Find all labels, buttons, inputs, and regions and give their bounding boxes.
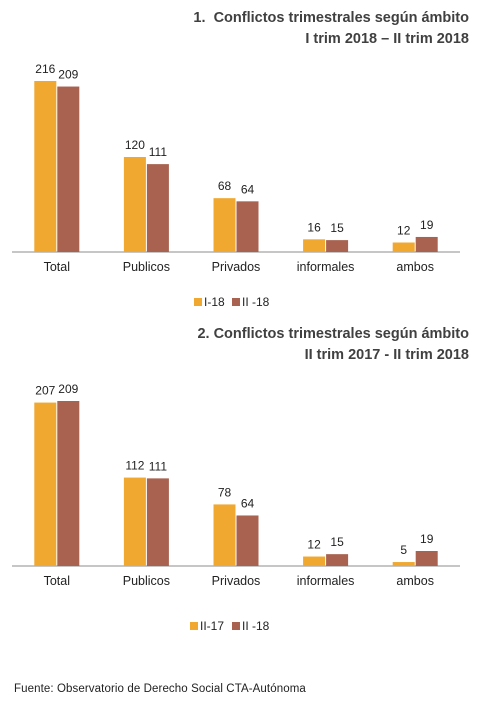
chart-1-data-label-publicos-series-1: 120 xyxy=(125,138,145,152)
chart-1-tick-label-privados: Privados xyxy=(212,260,261,274)
chart-1-data-label-total-series-1: 216 xyxy=(35,62,55,76)
chart-1: 1. Conflictos trimestrales según ámbito … xyxy=(0,0,481,320)
chart-1-bar-informales-series-2 xyxy=(326,240,349,252)
chart-1-subtitle: I trim 2018 – II trim 2018 xyxy=(305,31,469,47)
chart-2-title: 2. Conflictos trimestrales según ámbito xyxy=(197,326,469,342)
chart-2-bar-ambos-series-2 xyxy=(415,551,438,566)
chart-1-title: 1. Conflictos trimestrales según ámbito xyxy=(193,10,469,26)
chart-2-legend-swatch-1 xyxy=(190,622,198,630)
chart-1-bar-publicos-series-2 xyxy=(146,164,169,252)
chart-2-data-label-total-series-1: 207 xyxy=(35,384,55,398)
source-text: Fuente: Observatorio de Derecho Social C… xyxy=(14,683,306,695)
chart-1-tick-label-informales: informales xyxy=(297,260,355,274)
chart-1-legend-swatch-2 xyxy=(232,298,240,306)
chart-2-data-label-publicos-series-2: 111 xyxy=(149,459,168,473)
chart-1-tick-label-ambos: ambos xyxy=(396,260,434,274)
chart-2-tick-label-publicos: Publicos xyxy=(123,574,170,588)
chart-1-bar-privados-series-2 xyxy=(236,201,259,252)
chart-1-data-label-privados-series-1: 68 xyxy=(218,179,232,193)
chart-2-bar-informales-series-2 xyxy=(326,554,349,566)
chart-2-tick-label-privados: Privados xyxy=(212,574,261,588)
chart-2-data-label-ambos-series-2: 19 xyxy=(420,532,434,546)
source-note: Fuente: Observatorio de Derecho Social C… xyxy=(14,683,306,695)
chart-1-data-label-informales-series-1: 16 xyxy=(307,220,321,234)
chart-1-title-block: 1. Conflictos trimestrales según ámbito … xyxy=(193,8,469,50)
chart-2-plot: 207 209 Total 112 111 Publicos 78 64 Privados 12 1… xyxy=(12,382,460,633)
chart-2-legend-label-1: II-17 xyxy=(200,619,224,633)
chart-2-data-label-privados-series-2: 64 xyxy=(241,496,255,510)
chart-1-data-label-privados-series-2: 64 xyxy=(241,182,255,196)
chart-2-bar-informales-series-1 xyxy=(303,556,326,566)
chart-1-bar-total-series-1 xyxy=(34,81,57,252)
chart-2-data-label-informales-series-1: 12 xyxy=(307,538,321,552)
chart-1-bar-privados-series-1 xyxy=(213,198,236,252)
chart-1-legend-label-2: II -18 xyxy=(242,295,270,309)
chart-1-tick-label-publicos: Publicos xyxy=(123,260,170,274)
chart-1-plot: 216 209 Total 120 111 Publicos 68 64 Privados 16 1… xyxy=(12,62,460,309)
chart-2-bar-publicos-series-2 xyxy=(146,478,169,566)
chart-1-data-label-ambos-series-2: 19 xyxy=(420,218,434,232)
chart-1-bar-informales-series-1 xyxy=(303,239,326,252)
chart-2-legend-label-2: II -18 xyxy=(242,619,270,633)
chart-2-data-label-informales-series-2: 15 xyxy=(330,535,344,549)
chart-2-bar-total-series-2 xyxy=(57,401,80,566)
chart-2-data-label-ambos-series-1: 5 xyxy=(400,543,407,557)
chart-1-data-label-publicos-series-2: 111 xyxy=(149,145,168,159)
chart-2: 2. Conflictos trimestrales según ámbito … xyxy=(0,318,481,648)
chart-1-bar-total-series-2 xyxy=(57,86,80,253)
chart-2-bar-privados-series-1 xyxy=(213,504,236,566)
chart-1-legend-swatch-1 xyxy=(194,298,202,306)
chart-2-bar-publicos-series-1 xyxy=(123,477,146,566)
chart-2-bar-ambos-series-1 xyxy=(392,562,415,566)
chart-2-title-block: 2. Conflictos trimestrales según ámbito … xyxy=(197,324,469,366)
chart-2-tick-label-informales: informales xyxy=(297,574,355,588)
chart-2-tick-label-ambos: ambos xyxy=(396,574,434,588)
chart-2-bar-privados-series-2 xyxy=(236,515,259,566)
chart-2-data-label-total-series-2: 209 xyxy=(58,382,78,396)
chart-1-bar-ambos-series-1 xyxy=(392,242,415,252)
chart-1-data-label-total-series-2: 209 xyxy=(58,68,78,82)
chart-1-tick-label-total: Total xyxy=(44,260,70,274)
chart-2-tick-label-total: Total xyxy=(44,574,70,588)
chart-1-bar-publicos-series-1 xyxy=(123,157,146,252)
chart-2-data-label-privados-series-1: 78 xyxy=(218,485,232,499)
chart-2-data-label-publicos-series-1: 112 xyxy=(125,459,144,473)
chart-1-data-label-ambos-series-1: 12 xyxy=(397,224,411,238)
chart-1-data-label-informales-series-2: 15 xyxy=(330,221,344,235)
chart-1-legend-label-1: I-18 xyxy=(204,295,225,309)
chart-1-bar-ambos-series-2 xyxy=(415,236,438,252)
chart-2-subtitle: II trim 2017 - II trim 2018 xyxy=(304,347,469,363)
chart-2-bar-total-series-1 xyxy=(34,402,57,566)
chart-2-legend-swatch-2 xyxy=(232,622,240,630)
